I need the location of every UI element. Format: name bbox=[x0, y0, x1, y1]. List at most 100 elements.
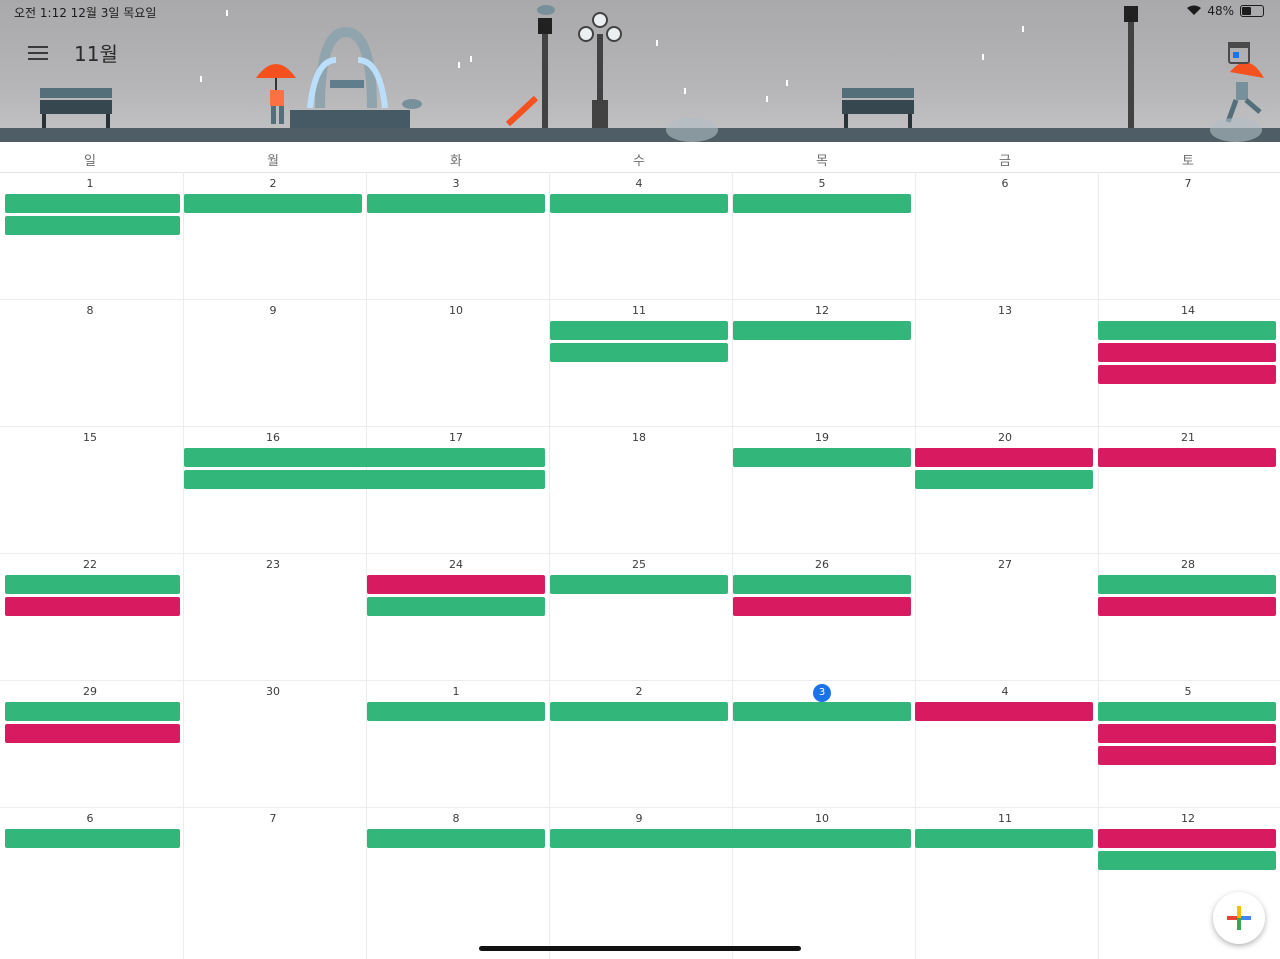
day-number[interactable]: 8 bbox=[452, 812, 460, 825]
event-chip[interactable] bbox=[1098, 597, 1276, 616]
day-number[interactable]: 29 bbox=[83, 685, 97, 698]
day-number[interactable]: 25 bbox=[632, 558, 646, 571]
event-chip[interactable] bbox=[1098, 829, 1276, 848]
add-event-button[interactable] bbox=[1213, 892, 1265, 944]
day-number[interactable]: 17 bbox=[449, 431, 463, 444]
event-chip[interactable] bbox=[915, 829, 1093, 848]
event-chip[interactable] bbox=[733, 575, 911, 594]
day-number[interactable]: 9 bbox=[635, 812, 643, 825]
day-number[interactable]: 9 bbox=[269, 304, 277, 317]
event-chip[interactable] bbox=[915, 470, 1093, 489]
event-chip[interactable] bbox=[550, 829, 911, 848]
weekday-tue: 화 bbox=[450, 154, 462, 169]
day-number[interactable]: 12 bbox=[1181, 812, 1195, 825]
event-chip[interactable] bbox=[367, 194, 545, 213]
event-chip[interactable] bbox=[733, 597, 911, 616]
rainy-park-illustration bbox=[40, 5, 1264, 142]
day-number[interactable]: 2 bbox=[269, 177, 277, 190]
weekday-wed: 수 bbox=[633, 154, 645, 169]
event-chip[interactable] bbox=[5, 702, 180, 721]
event-chip[interactable] bbox=[367, 829, 545, 848]
event-chip[interactable] bbox=[1098, 343, 1276, 362]
event-chip[interactable] bbox=[550, 702, 728, 721]
event-chip[interactable] bbox=[5, 829, 180, 848]
weekday-sat: 토 bbox=[1182, 154, 1194, 169]
event-chip[interactable] bbox=[915, 448, 1093, 467]
weekday-thu: 목 bbox=[816, 154, 828, 169]
day-number[interactable]: 1 bbox=[86, 177, 94, 190]
day-number[interactable]: 11 bbox=[998, 812, 1012, 825]
day-number[interactable]: 26 bbox=[815, 558, 829, 571]
event-chip[interactable] bbox=[5, 216, 180, 235]
event-chip[interactable] bbox=[184, 470, 545, 489]
day-number[interactable]: 23 bbox=[266, 558, 280, 571]
home-indicator[interactable] bbox=[479, 946, 801, 951]
event-chip[interactable] bbox=[5, 194, 180, 213]
day-number[interactable]: 28 bbox=[1181, 558, 1195, 571]
day-number[interactable]: 18 bbox=[632, 431, 646, 444]
day-number[interactable]: 8 bbox=[86, 304, 94, 317]
event-chip[interactable] bbox=[550, 194, 728, 213]
day-number[interactable]: 13 bbox=[998, 304, 1012, 317]
calendar-today-icon[interactable] bbox=[1228, 42, 1250, 64]
event-chip[interactable] bbox=[1098, 724, 1276, 743]
event-chip[interactable] bbox=[1098, 746, 1276, 765]
day-number[interactable]: 2 bbox=[635, 685, 643, 698]
day-number[interactable]: 30 bbox=[266, 685, 280, 698]
day-number[interactable]: 5 bbox=[818, 177, 826, 190]
event-chip[interactable] bbox=[915, 702, 1093, 721]
day-number[interactable]: 20 bbox=[998, 431, 1012, 444]
event-chip[interactable] bbox=[5, 575, 180, 594]
event-chip[interactable] bbox=[367, 575, 545, 594]
day-number[interactable]: 27 bbox=[998, 558, 1012, 571]
header-illustration: 오전 1:12 12월 3일 목요일 48% 11월 bbox=[0, 0, 1280, 142]
event-chip[interactable] bbox=[184, 448, 545, 467]
day-number[interactable]: 14 bbox=[1181, 304, 1195, 317]
day-number[interactable]: 7 bbox=[269, 812, 277, 825]
day-number[interactable]: 16 bbox=[266, 431, 280, 444]
day-number[interactable]: 21 bbox=[1181, 431, 1195, 444]
weekday-mon: 월 bbox=[267, 154, 279, 169]
event-chip[interactable] bbox=[733, 321, 911, 340]
day-number[interactable]: 12 bbox=[815, 304, 829, 317]
hamburger-menu-icon[interactable] bbox=[26, 42, 50, 62]
battery-icon bbox=[1240, 5, 1264, 17]
day-number[interactable]: 3 bbox=[452, 177, 460, 190]
event-chip[interactable] bbox=[5, 724, 180, 743]
event-chip[interactable] bbox=[1098, 448, 1276, 467]
day-number[interactable]: 4 bbox=[635, 177, 643, 190]
day-number[interactable]: 5 bbox=[1184, 685, 1192, 698]
event-chip[interactable] bbox=[1098, 851, 1276, 870]
day-number[interactable]: 22 bbox=[83, 558, 97, 571]
event-chip[interactable] bbox=[550, 343, 728, 362]
today-day-number[interactable]: 3 bbox=[732, 684, 912, 702]
event-chip[interactable] bbox=[1098, 321, 1276, 340]
event-chip[interactable] bbox=[733, 194, 911, 213]
event-chip[interactable] bbox=[367, 702, 545, 721]
event-chip[interactable] bbox=[733, 702, 911, 721]
event-chip[interactable] bbox=[733, 448, 911, 467]
month-grid[interactable]: 1 2 3 4 5 6 7 8 9 10 11 12 13 14 15 16 1… bbox=[0, 172, 1280, 959]
day-number[interactable]: 4 bbox=[1001, 685, 1009, 698]
event-chip[interactable] bbox=[184, 194, 362, 213]
event-chip[interactable] bbox=[550, 321, 728, 340]
day-number[interactable]: 6 bbox=[86, 812, 94, 825]
day-number[interactable]: 11 bbox=[632, 304, 646, 317]
event-chip[interactable] bbox=[367, 597, 545, 616]
day-number[interactable]: 10 bbox=[449, 304, 463, 317]
day-number[interactable]: 15 bbox=[83, 431, 97, 444]
day-number[interactable]: 7 bbox=[1184, 177, 1192, 190]
month-title[interactable]: 11월 bbox=[74, 42, 118, 66]
day-number[interactable]: 1 bbox=[452, 685, 460, 698]
event-chip[interactable] bbox=[1098, 575, 1276, 594]
event-chip[interactable] bbox=[5, 597, 180, 616]
day-number[interactable]: 10 bbox=[815, 812, 829, 825]
day-number[interactable]: 6 bbox=[1001, 177, 1009, 190]
event-chip[interactable] bbox=[1098, 365, 1276, 384]
today-badge[interactable]: 3 bbox=[813, 684, 831, 702]
day-number[interactable]: 24 bbox=[449, 558, 463, 571]
wifi-icon bbox=[1187, 4, 1202, 18]
event-chip[interactable] bbox=[1098, 702, 1276, 721]
event-chip[interactable] bbox=[550, 575, 728, 594]
day-number[interactable]: 19 bbox=[815, 431, 829, 444]
